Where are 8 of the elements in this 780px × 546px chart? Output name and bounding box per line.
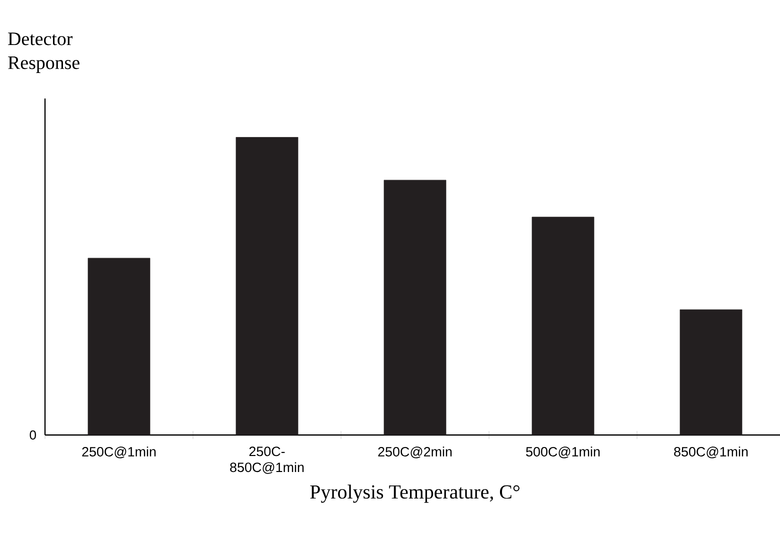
x-tick-label: 850C@1min — [674, 446, 748, 458]
x-tick-label: 250C@2min — [378, 446, 452, 458]
x-tick-label: 250C@1min — [82, 446, 156, 458]
x-axis-title: Pyrolysis Temperature, C° — [310, 484, 520, 503]
x-tick-label: 500C@1min — [526, 446, 600, 458]
x-tick-label: 250C-850C@1min — [230, 446, 304, 474]
y-axis-title: Detector Response — [8, 32, 80, 73]
text: 0 — [30, 430, 36, 440]
